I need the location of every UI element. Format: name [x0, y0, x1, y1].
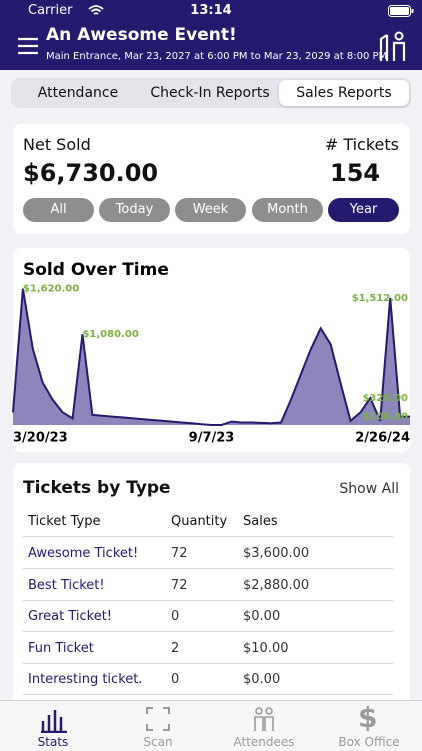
x-tick-label: 2/26/24	[355, 431, 410, 446]
table-header: Ticket Type Quantity Sales	[23, 505, 393, 537]
carrier: Carrier	[28, 3, 73, 18]
tab-active[interactable]: Sales Reports	[279, 80, 409, 106]
scan-icon[interactable]	[146, 707, 170, 731]
attendee-icon[interactable]	[378, 31, 406, 63]
table-cell: $3,600.00	[243, 546, 310, 561]
stats-icon[interactable]	[40, 707, 68, 733]
table-cell: Fun Ticket	[28, 640, 94, 656]
table-cell: 2	[171, 640, 180, 656]
table-cell: 72	[171, 577, 188, 593]
table-row: Awesome Ticket! 72 $3,600.00	[23, 537, 393, 569]
column-header: Sales	[243, 514, 278, 529]
header: Carrier 13:14 An Awesome Event! Main Ent…	[0, 0, 422, 70]
tickets-value: 154	[330, 159, 381, 187]
tab-attendees[interactable]: Attendees	[233, 735, 295, 749]
tab-bar: $ Stats Scan Attendees Box Office	[0, 700, 422, 751]
chart: Sold Over Time $1,620.00 $1,080.00 $320.00…	[12, 260, 410, 446]
data-label: $1,512.00	[352, 293, 408, 304]
table-cell: Great Ticket!	[28, 609, 112, 624]
tab[interactable]: Attendance	[37, 85, 119, 101]
tickets-card	[13, 463, 410, 723]
table-cell: 0	[171, 672, 180, 687]
tab-stats[interactable]: Stats	[37, 735, 69, 749]
table-cell: Interesting ticket.	[28, 672, 143, 687]
chart-title: Sold Over Time	[23, 260, 169, 280]
tab-box-office[interactable]: Box Office	[338, 735, 400, 749]
period-button-active[interactable]: Year	[328, 198, 399, 222]
table-cell: $10.00	[243, 640, 289, 656]
table-row: Fun Ticket 2 $10.00	[23, 632, 393, 664]
column-header: Quantity	[171, 514, 228, 529]
x-tick-label: 9/7/23	[189, 431, 235, 446]
table-cell: Awesome Ticket!	[28, 546, 139, 561]
data-label: $100.00	[362, 412, 408, 423]
event-subtitle: Main Entrance, Mar 23, 2027 at 6:00 PM t…	[46, 51, 388, 62]
menu-button[interactable]	[17, 37, 39, 55]
table-cell: $0.00	[243, 609, 281, 624]
area	[13, 288, 410, 425]
column-header: Ticket Type	[28, 514, 101, 529]
tab[interactable]: Check-In Reports	[150, 85, 270, 101]
table-cell: 72	[171, 546, 188, 561]
table-row: Interesting ticket. 0 $0.00	[23, 663, 393, 695]
data-label: $1,620.00	[23, 284, 79, 295]
table-cell: $0.00	[243, 672, 281, 687]
table-cell: Best Ticket!	[28, 577, 105, 593]
clock: 13:14	[190, 3, 232, 18]
table-cell: 0	[171, 609, 180, 624]
net-sold-label: Net Sold	[23, 135, 91, 154]
period-button[interactable]: All	[23, 198, 94, 222]
line	[12, 288, 410, 426]
net-sold-value: $6,730.00	[23, 159, 159, 187]
wifi-icon	[88, 5, 104, 15]
box-office-icon[interactable]: $	[358, 701, 378, 734]
tickets-label: # Tickets	[324, 135, 399, 154]
show-all-link[interactable]: Show All	[339, 481, 399, 497]
data-label: $1,080.00	[82, 329, 138, 340]
table-cell: $2,880.00	[243, 577, 310, 593]
event-title: An Awesome Event!	[46, 25, 237, 45]
period-button[interactable]: Month	[252, 198, 323, 222]
data-label: $320.00	[362, 393, 408, 404]
x-tick-label: 3/20/23	[13, 431, 68, 446]
table-row: Best Ticket! 72 $2,880.00	[23, 569, 393, 601]
table-row: Great Ticket! 0 $0.00	[23, 600, 393, 632]
attendees-icon[interactable]	[252, 706, 276, 732]
report-tabs: Attendance Check-In Reports Sales Report…	[11, 78, 411, 108]
period-button[interactable]: Today	[99, 198, 170, 222]
battery-icon	[388, 5, 414, 17]
tickets-title: Tickets by Type	[23, 478, 171, 498]
tab-scan[interactable]: Scan	[143, 735, 173, 749]
period-button[interactable]: Week	[175, 198, 246, 222]
